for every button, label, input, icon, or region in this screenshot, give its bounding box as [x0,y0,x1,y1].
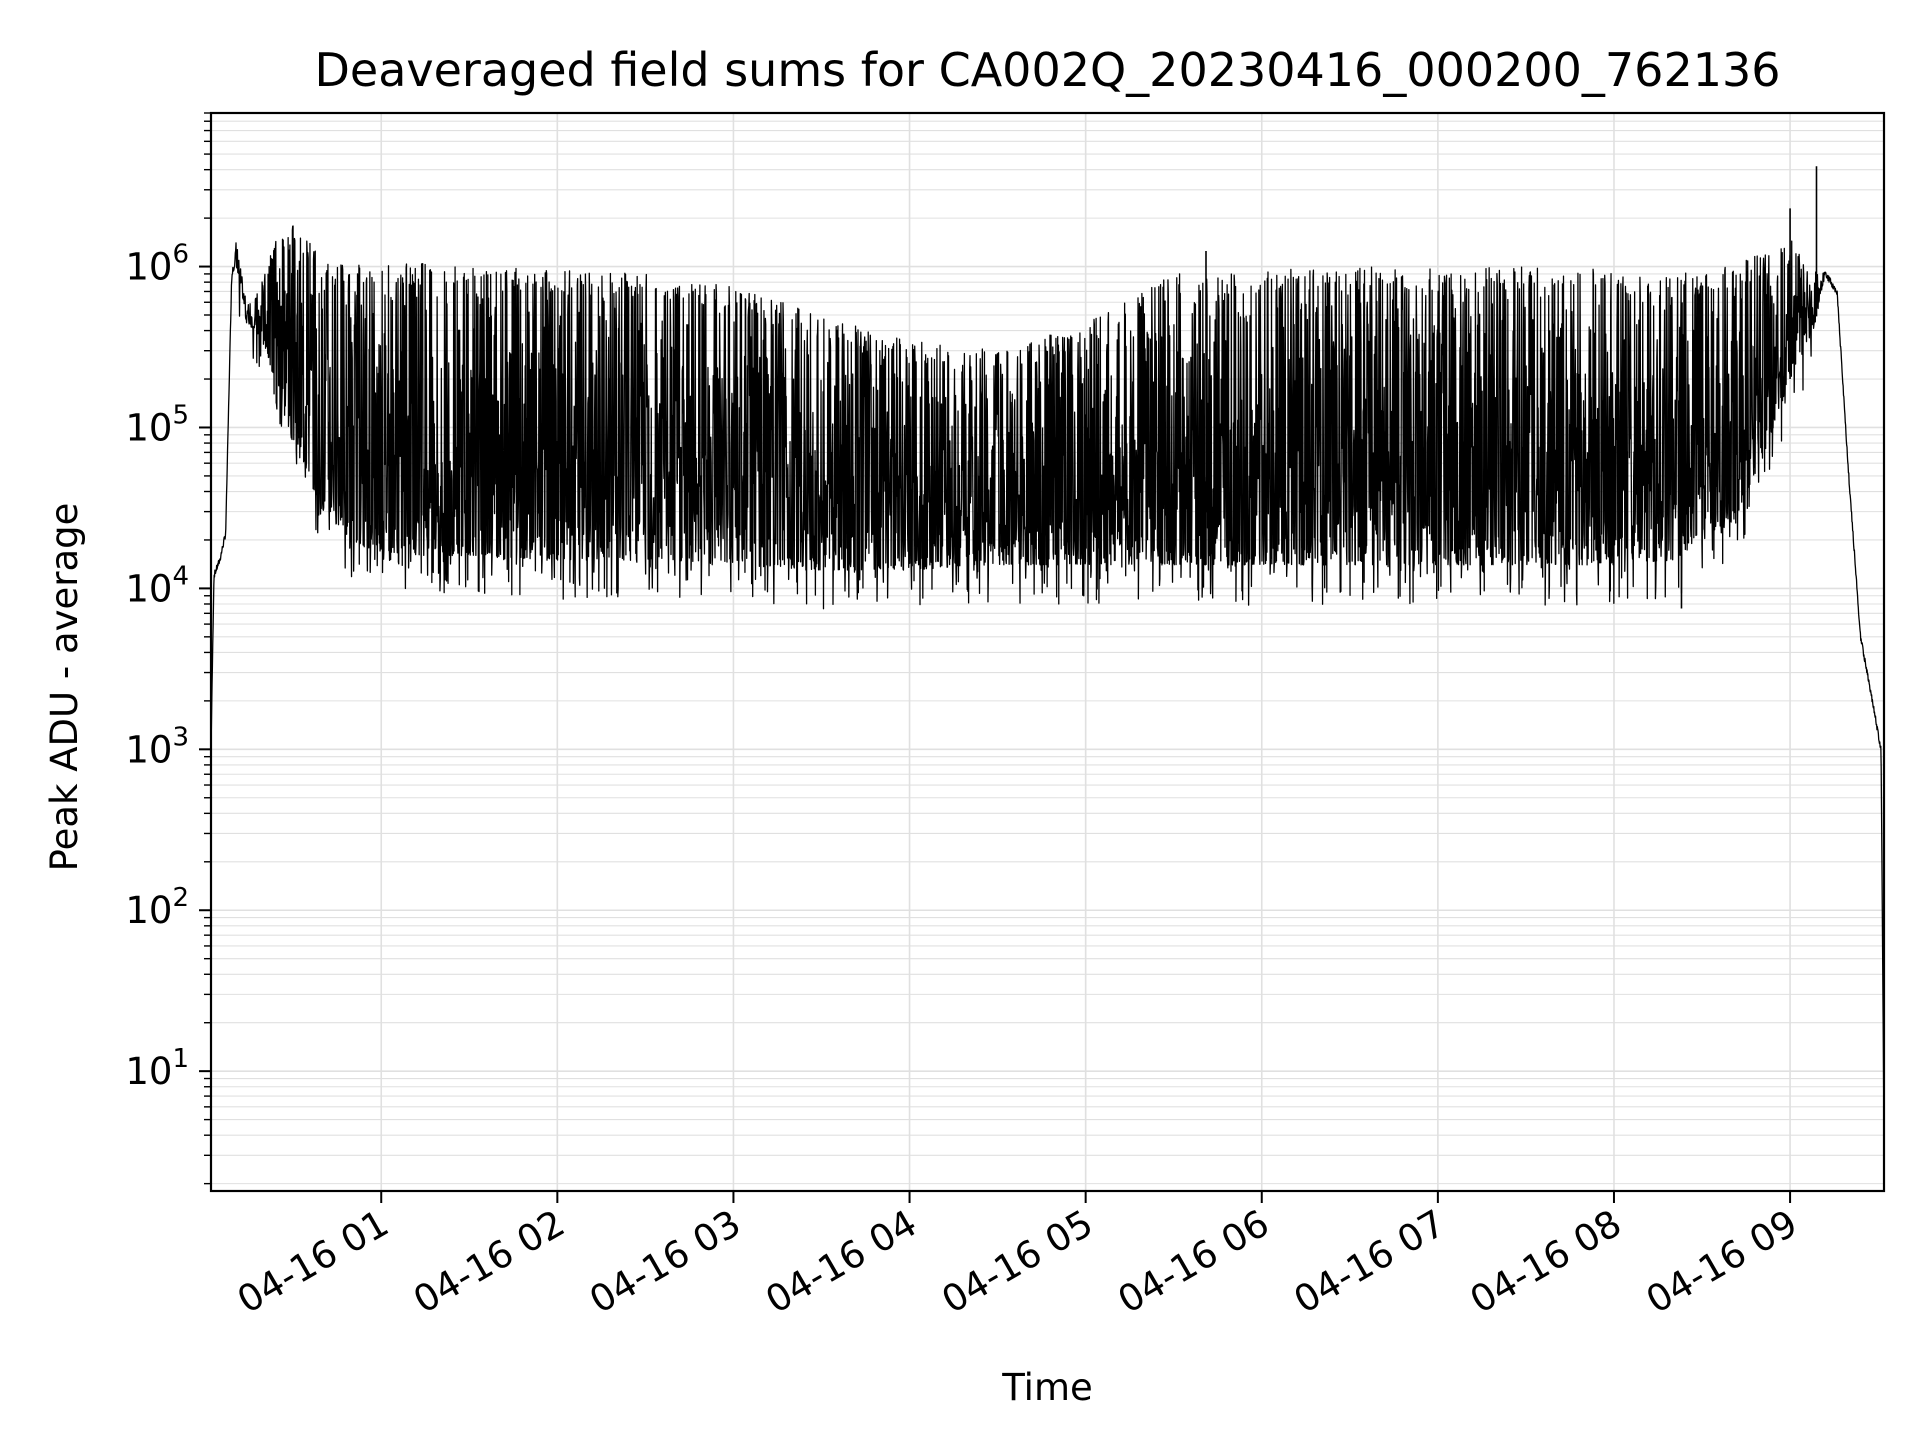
chart-title: Deaveraged field sums for CA002Q_2023041… [314,43,1780,97]
series-layer [210,166,1885,1138]
y-tick-label: 104 [125,561,189,610]
y-tick-label: 103 [125,722,189,771]
x-tick-label: 04-16 09 [1639,1202,1805,1322]
y-axis-label: Peak ADU - average [43,503,86,872]
x-tick-label: 04-16 05 [935,1202,1101,1322]
x-tick-label: 04-16 02 [406,1202,572,1322]
y-tick-label: 101 [125,1044,189,1093]
y-tick-label: 102 [125,883,189,932]
x-axis-label: Time [1001,1366,1093,1409]
y-gridlines [211,112,1884,1185]
x-tick-label: 04-16 01 [230,1202,396,1322]
y-axis-ticks: 101 102 103 104 105 106 [125,112,211,1185]
series-line [210,225,1885,1138]
y-tick-label: 106 [125,240,189,289]
x-tick-label: 04-16 07 [1287,1202,1453,1322]
x-axis-ticks: 04-16 01 04-16 02 04-16 03 04-16 04 04-16 05… [230,1191,1805,1322]
x-tick-label: 04-16 03 [582,1202,748,1322]
x-tick-label: 04-16 08 [1463,1202,1629,1322]
x-tick-label: 04-16 06 [1111,1202,1277,1322]
x-tick-label: 04-16 04 [758,1202,924,1322]
y-tick-label: 105 [125,400,189,449]
